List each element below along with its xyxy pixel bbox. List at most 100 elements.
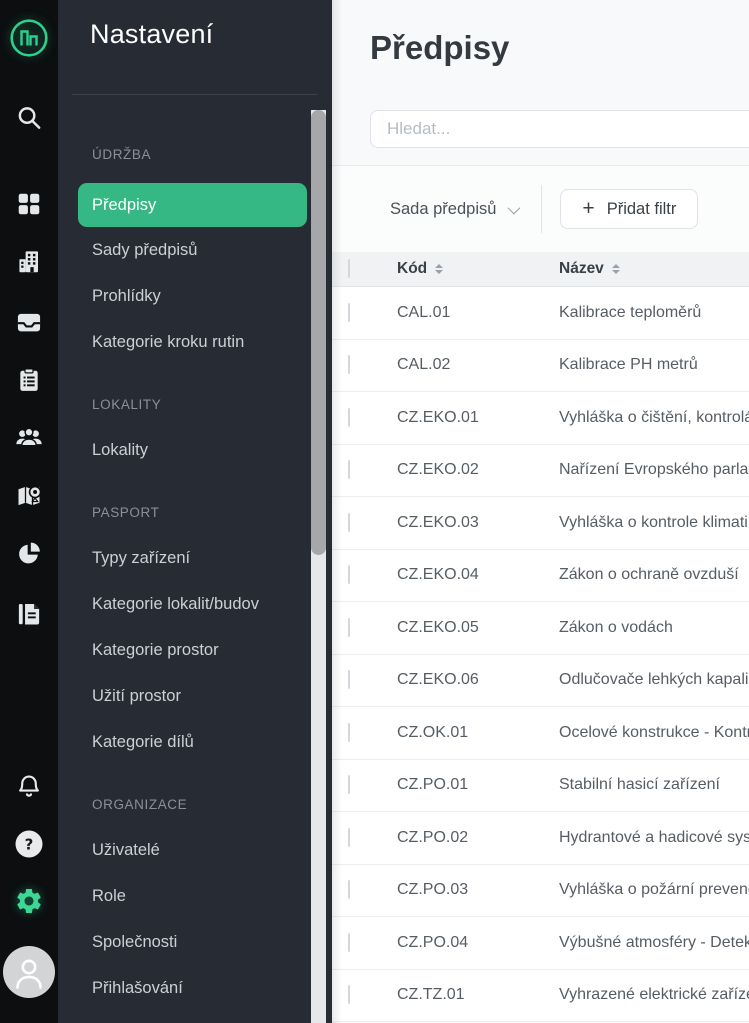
row-checkbox[interactable] <box>348 722 350 742</box>
avatar[interactable] <box>3 946 55 998</box>
add-filter-label: Přidat filtr <box>606 199 677 218</box>
search-icon[interactable] <box>16 104 43 131</box>
row-checkbox[interactable] <box>348 302 350 322</box>
table-row[interactable]: CZ.PO.02 Hydrantové a hadicové sys <box>332 812 749 865</box>
row-name: Ocelové konstrukce - Kontrola <box>559 723 749 741</box>
sidebar-item[interactable]: Společnosti <box>92 932 178 951</box>
sidebar-item[interactable]: Prohlídky <box>92 286 161 305</box>
row-checkbox[interactable] <box>348 670 350 690</box>
row-name: Kalibrace PH metrů <box>559 356 698 374</box>
add-filter-button[interactable]: + Přidat filtr <box>560 189 699 229</box>
row-checkbox[interactable] <box>348 880 350 900</box>
table-row[interactable]: CZ.EKO.01 Vyhláška o čištění, kontrolách <box>332 392 749 445</box>
sidebar-item[interactable]: Uživatelé <box>92 840 160 859</box>
regulation-set-dropdown[interactable]: Sada předpisů <box>390 199 521 219</box>
row-checkbox[interactable] <box>348 932 350 952</box>
map-pin-icon[interactable] <box>15 482 43 510</box>
filter-bar: Sada předpisů + Přidat filtr <box>332 166 749 252</box>
sidebar-section-label: ÚDRŽBA <box>92 146 152 162</box>
sidebar-section-label: PASPORT <box>92 504 160 520</box>
regulation-set-dropdown-label: Sada předpisů <box>390 199 497 218</box>
table-row[interactable]: CZ.EKO.02 Nařízení Evropského parlam <box>332 444 749 497</box>
row-checkbox[interactable] <box>348 512 350 532</box>
sidebar-item[interactable]: Lokality <box>92 440 148 459</box>
table-row[interactable]: CZ.EKO.06 Odlučovače lehkých kapalin <box>332 654 749 707</box>
row-name: Zákon o ochraně ovzduší <box>559 566 739 584</box>
row-checkbox[interactable] <box>348 775 350 795</box>
sort-icon <box>435 264 444 274</box>
row-code: CAL.02 <box>397 356 451 374</box>
people-icon[interactable] <box>15 423 44 452</box>
row-name: Vyhláška o kontrole klimati <box>559 513 748 531</box>
table-row[interactable]: CZ.PO.01 Stabilní hasicí zařízení <box>332 759 749 812</box>
row-checkbox[interactable] <box>348 617 350 637</box>
row-name: Stabilní hasicí zařízení <box>559 776 720 794</box>
clipboard-icon[interactable] <box>16 367 42 393</box>
table-row[interactable]: CZ.EKO.03 Vyhláška o kontrole klimati <box>332 497 749 550</box>
pie-chart-icon[interactable] <box>16 540 43 567</box>
documents-icon[interactable] <box>16 600 43 627</box>
row-checkbox[interactable] <box>348 565 350 585</box>
sidebar-item[interactable]: Předpisy <box>78 183 307 227</box>
sidebar-item[interactable]: Sady předpisů <box>92 240 198 259</box>
table-header-row: Kód Název <box>332 252 749 287</box>
bell-icon[interactable] <box>16 773 43 800</box>
sidebar-scrollbar-thumb[interactable] <box>311 110 326 555</box>
apps-grid-icon[interactable] <box>16 191 42 217</box>
row-code: CAL.01 <box>397 303 451 321</box>
sidebar-item[interactable]: Kategorie dílů <box>92 732 194 751</box>
row-checkbox[interactable] <box>348 827 350 847</box>
svg-text:?: ? <box>25 836 34 854</box>
column-header-name[interactable]: Název <box>559 260 749 278</box>
sidebar-item[interactable]: Kategorie lokalit/budov <box>92 594 259 613</box>
main-content: Předpisy Sada předpisů + Přidat filtr Kó… <box>332 0 749 1023</box>
inbox-icon[interactable] <box>15 308 43 336</box>
help-icon[interactable]: ? <box>14 829 44 859</box>
filter-bar-divider <box>541 185 543 233</box>
row-name: Kalibrace teploměrů <box>559 303 702 321</box>
row-code: CZ.EKO.04 <box>397 566 479 584</box>
sidebar-item[interactable]: Přihlašování <box>92 978 183 997</box>
row-checkbox[interactable] <box>348 985 350 1005</box>
chevron-down-icon <box>507 201 521 214</box>
sidebar-scrollbar-track[interactable] <box>311 110 326 1023</box>
row-code: CZ.EKO.06 <box>397 671 479 689</box>
table-row[interactable]: CAL.02 Kalibrace PH metrů <box>332 339 749 392</box>
settings-gear-icon[interactable] <box>14 886 44 916</box>
row-name: Vyhrazené elektrické zařízení <box>559 986 749 1004</box>
row-code: CZ.PO.02 <box>397 828 469 846</box>
row-code: CZ.EKO.01 <box>397 408 479 426</box>
table-row[interactable]: CAL.01 Kalibrace teploměrů <box>332 287 749 340</box>
app-logo-icon[interactable] <box>8 17 50 59</box>
row-code: CZ.PO.03 <box>397 881 469 899</box>
column-header-code[interactable]: Kód <box>397 260 559 278</box>
table-row[interactable]: CZ.PO.04 Výbušné atmosféry - Detek <box>332 917 749 970</box>
sidebar-item[interactable]: Kategorie prostor <box>92 640 219 659</box>
row-checkbox[interactable] <box>348 355 350 375</box>
page-header: Předpisy <box>332 0 749 166</box>
table-row[interactable]: CZ.TZ.01 Vyhrazené elektrické zařízení <box>332 969 749 1022</box>
table-row[interactable]: CZ.PO.03 Vyhláška o požární prevenci <box>332 864 749 917</box>
table-row[interactable]: CZ.OK.01 Ocelové konstrukce - Kontrola <box>332 707 749 760</box>
row-code: CZ.PO.04 <box>397 933 469 951</box>
row-code: CZ.EKO.02 <box>397 461 479 479</box>
table-body: CAL.01 Kalibrace teploměrů CAL.02 Kalibrace… <box>332 287 749 1022</box>
row-name: Vyhláška o čištění, kontrolách <box>559 408 749 426</box>
row-checkbox[interactable] <box>348 407 350 427</box>
row-code: CZ.EKO.05 <box>397 618 479 636</box>
sidebar-item[interactable]: Užití prostor <box>92 686 181 705</box>
settings-sidebar: Nastavení ÚDRŽBA Předpisy Sady předpisů Pro… <box>58 0 332 1023</box>
table-row[interactable]: CZ.EKO.04 Zákon o ochraně ovzduší <box>332 549 749 602</box>
buildings-icon[interactable] <box>16 248 43 275</box>
sidebar-item[interactable]: Kategorie kroku rutin <box>92 332 245 351</box>
row-name: Výbušné atmosféry - Detek <box>559 933 749 951</box>
sidebar-item[interactable]: Role <box>92 886 126 905</box>
row-checkbox[interactable] <box>348 460 350 480</box>
row-name: Nařízení Evropského parlam <box>559 461 749 479</box>
page-title: Předpisy <box>370 29 510 66</box>
select-all-checkbox[interactable] <box>348 259 350 278</box>
table-row[interactable]: CZ.EKO.05 Zákon o vodách <box>332 602 749 655</box>
sidebar-item[interactable]: Typy zařízení <box>92 548 191 567</box>
search-input[interactable] <box>370 110 749 148</box>
